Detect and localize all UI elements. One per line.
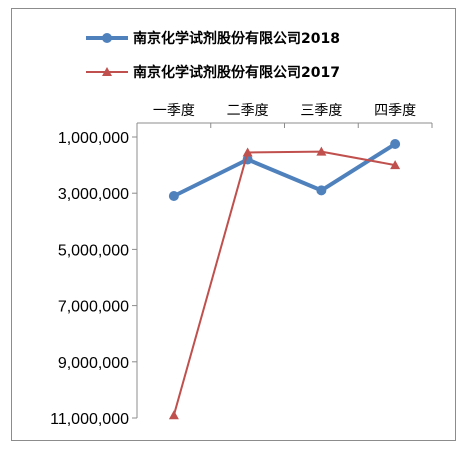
x-tick-label: 一季度 — [153, 103, 195, 119]
y-tick-label: 5,000,000 — [58, 242, 129, 259]
data-point-triangle — [242, 147, 253, 157]
data-point-circle — [390, 139, 401, 150]
x-tick-label: 四季度 — [374, 103, 416, 119]
legend-label-2017: 南京化学试剂股份有限公司2017 — [133, 64, 340, 81]
chart-frame — [11, 8, 456, 441]
y-tick-label: 7,000,000 — [58, 299, 129, 316]
series-line-0 — [172, 142, 397, 198]
legend-label-2018: 南京化学试剂股份有限公司2018 — [133, 30, 340, 47]
legend: 南京化学试剂股份有限公司2018 南京化学试剂股份有限公司2017 — [86, 30, 340, 81]
series-line-1 — [172, 150, 396, 416]
series-layer — [168, 139, 401, 420]
legend-marker-triangle-2017 — [102, 67, 112, 76]
data-point-triangle — [390, 160, 401, 170]
data-point-circle — [316, 185, 327, 196]
data-point-triangle — [316, 146, 327, 156]
y-tick-label: 11,000,000 — [50, 411, 129, 428]
x-tick-label: 二季度 — [227, 103, 269, 119]
data-point-circle — [168, 191, 179, 202]
data-point-triangle — [168, 410, 179, 420]
y-tick-label: 3,000,000 — [58, 186, 129, 203]
x-axis-ticks: 一季度 二季度 三季度 四季度 — [136, 103, 433, 128]
y-tick-label: 1,000,000 — [58, 130, 129, 147]
legend-marker-circle-2018 — [102, 33, 112, 43]
x-tick-label: 三季度 — [300, 103, 342, 119]
y-tick-label: 9,000,000 — [58, 355, 129, 372]
y-axis-ticks: 1,000,000 3,000,000 5,000,000 7,000,000 9,00… — [50, 130, 137, 428]
